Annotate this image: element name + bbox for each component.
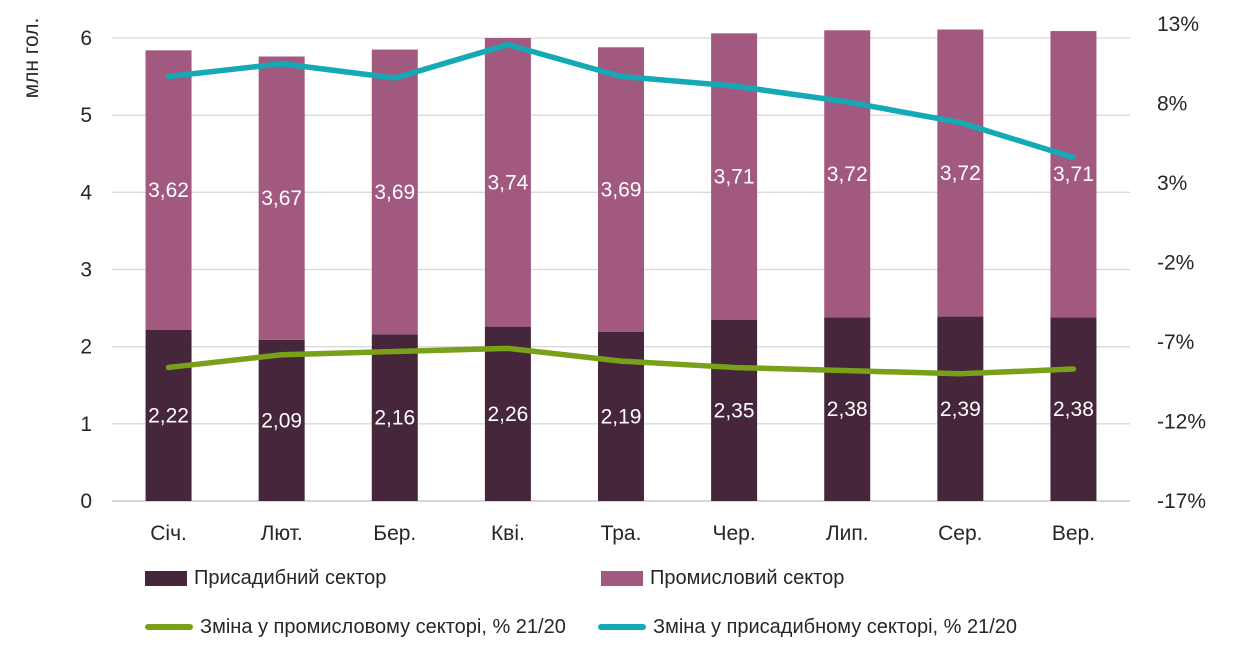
x-axis-tick-label: Лют. [261,522,303,545]
bar-value-label-industrial: 3,74 [487,171,528,194]
x-axis-tick-label: Сер. [938,522,982,545]
legend-swatch-household-bar [145,570,187,586]
bar-segment-industrial [937,29,984,317]
right-axis-tick-label: -12% [1157,411,1206,434]
legend-label-household-change-line: Зміна у присадибному секторі, % 21/20 [653,615,1018,638]
bar-segment-industrial [484,38,531,327]
bar-value-label-industrial: 3,62 [148,179,189,202]
bar-value-label-industrial: 3,72 [827,163,868,186]
bar-value-label-household: 2,39 [940,398,981,421]
right-axis-tick-label: 3% [1157,172,1187,195]
bar-value-label-industrial: 3,72 [940,162,981,185]
bar-segment-industrial [371,49,418,335]
legend-label-household-bar: Присадибний сектор [194,566,387,589]
legend-label-industrial-bar: Промисловий сектор [650,566,845,589]
legend-swatch-industrial-change-line [145,624,193,630]
bar-segment-industrial [824,30,871,318]
legend-label-industrial-change-line: Зміна у промисловому секторі, % 21/20 [200,615,566,638]
bar-value-label-household: 2,09 [261,409,302,432]
bar-segment-industrial [145,50,192,330]
bar-value-label-household: 2,26 [487,403,528,426]
bar-segment-household [371,334,418,501]
bar-value-label-industrial: 3,67 [261,187,302,210]
x-axis-tick-label: Чер. [713,522,756,545]
bar-value-label-household: 2,35 [714,399,755,422]
bar-value-label-industrial: 3,71 [714,166,755,189]
bar-segment-household [824,317,871,501]
legend-item-industrial-change-line: Зміна у промисловому секторі, % 21/20 [145,613,566,641]
x-axis-tick-label: Вер. [1052,522,1095,545]
bar-segment-industrial [711,33,758,320]
x-axis-tick-label: Кві. [491,522,525,545]
left-axis-tick-label: 6 [80,27,92,50]
bar-value-label-household: 2,38 [1053,398,1094,421]
right-axis-tick-label: -17% [1157,490,1206,513]
left-axis-tick-label: 0 [80,490,92,513]
bar-value-label-household: 2,16 [374,407,415,430]
bar-value-label-household: 2,22 [148,404,189,427]
left-axis-tick-label: 2 [80,336,92,359]
bar-value-label-household: 2,38 [827,398,868,421]
bar-value-label-household: 2,19 [601,406,642,429]
legend-item-household-change-line: Зміна у присадибному секторі, % 21/20 [598,613,1017,641]
line-household-change [165,41,1077,161]
bar-segment-industrial [1050,31,1097,318]
left-axis-tick-label: 3 [80,259,92,282]
legend-item-household-bar: Присадибний сектор [145,564,386,592]
legend-swatch-industrial-bar [601,570,643,586]
right-axis-tick-label: 8% [1157,93,1187,116]
right-axis-tick-label: -2% [1157,252,1194,275]
x-axis-tick-label: Лип. [826,522,869,545]
bar-value-label-industrial: 3,69 [374,181,415,204]
legend-swatch-household-change-line [598,624,646,630]
left-axis-tick-label: 5 [80,104,92,127]
bar-segment-household [145,329,192,501]
bar-segment-household [484,326,531,501]
bar-segment-household [258,339,305,501]
chart-canvas: 6 5 4 3 2 1 0 13% 8% 3% -2% -7% -12% -17% 2,22 3,62 2,09… [80,13,1206,545]
right-axis-tick-label: -7% [1157,331,1194,354]
left-axis-tick-label: 1 [80,413,92,436]
x-axis-tick-label: Січ. [150,522,187,545]
right-axis-tick-label: 13% [1157,13,1199,36]
x-axis-tick-label: Бер. [373,522,416,545]
bar-segment-household [711,319,758,501]
line-industrial-change [165,345,1077,377]
left-axis-tick-label: 4 [80,181,92,204]
bar-segment-industrial [258,56,305,340]
bar-segment-industrial [598,47,644,333]
bar-value-label-industrial: 3,71 [1053,163,1094,186]
bar-segment-household [937,316,984,501]
legend-item-industrial-bar: Промисловий сектор [601,564,844,592]
x-axis-tick-label: Тра. [601,522,642,545]
bar-value-label-industrial: 3,69 [601,179,642,202]
bar-segment-household [1050,317,1097,501]
